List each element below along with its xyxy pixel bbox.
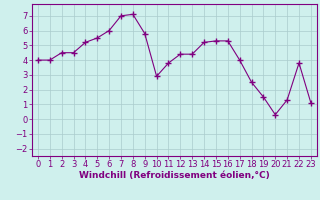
X-axis label: Windchill (Refroidissement éolien,°C): Windchill (Refroidissement éolien,°C) — [79, 171, 270, 180]
